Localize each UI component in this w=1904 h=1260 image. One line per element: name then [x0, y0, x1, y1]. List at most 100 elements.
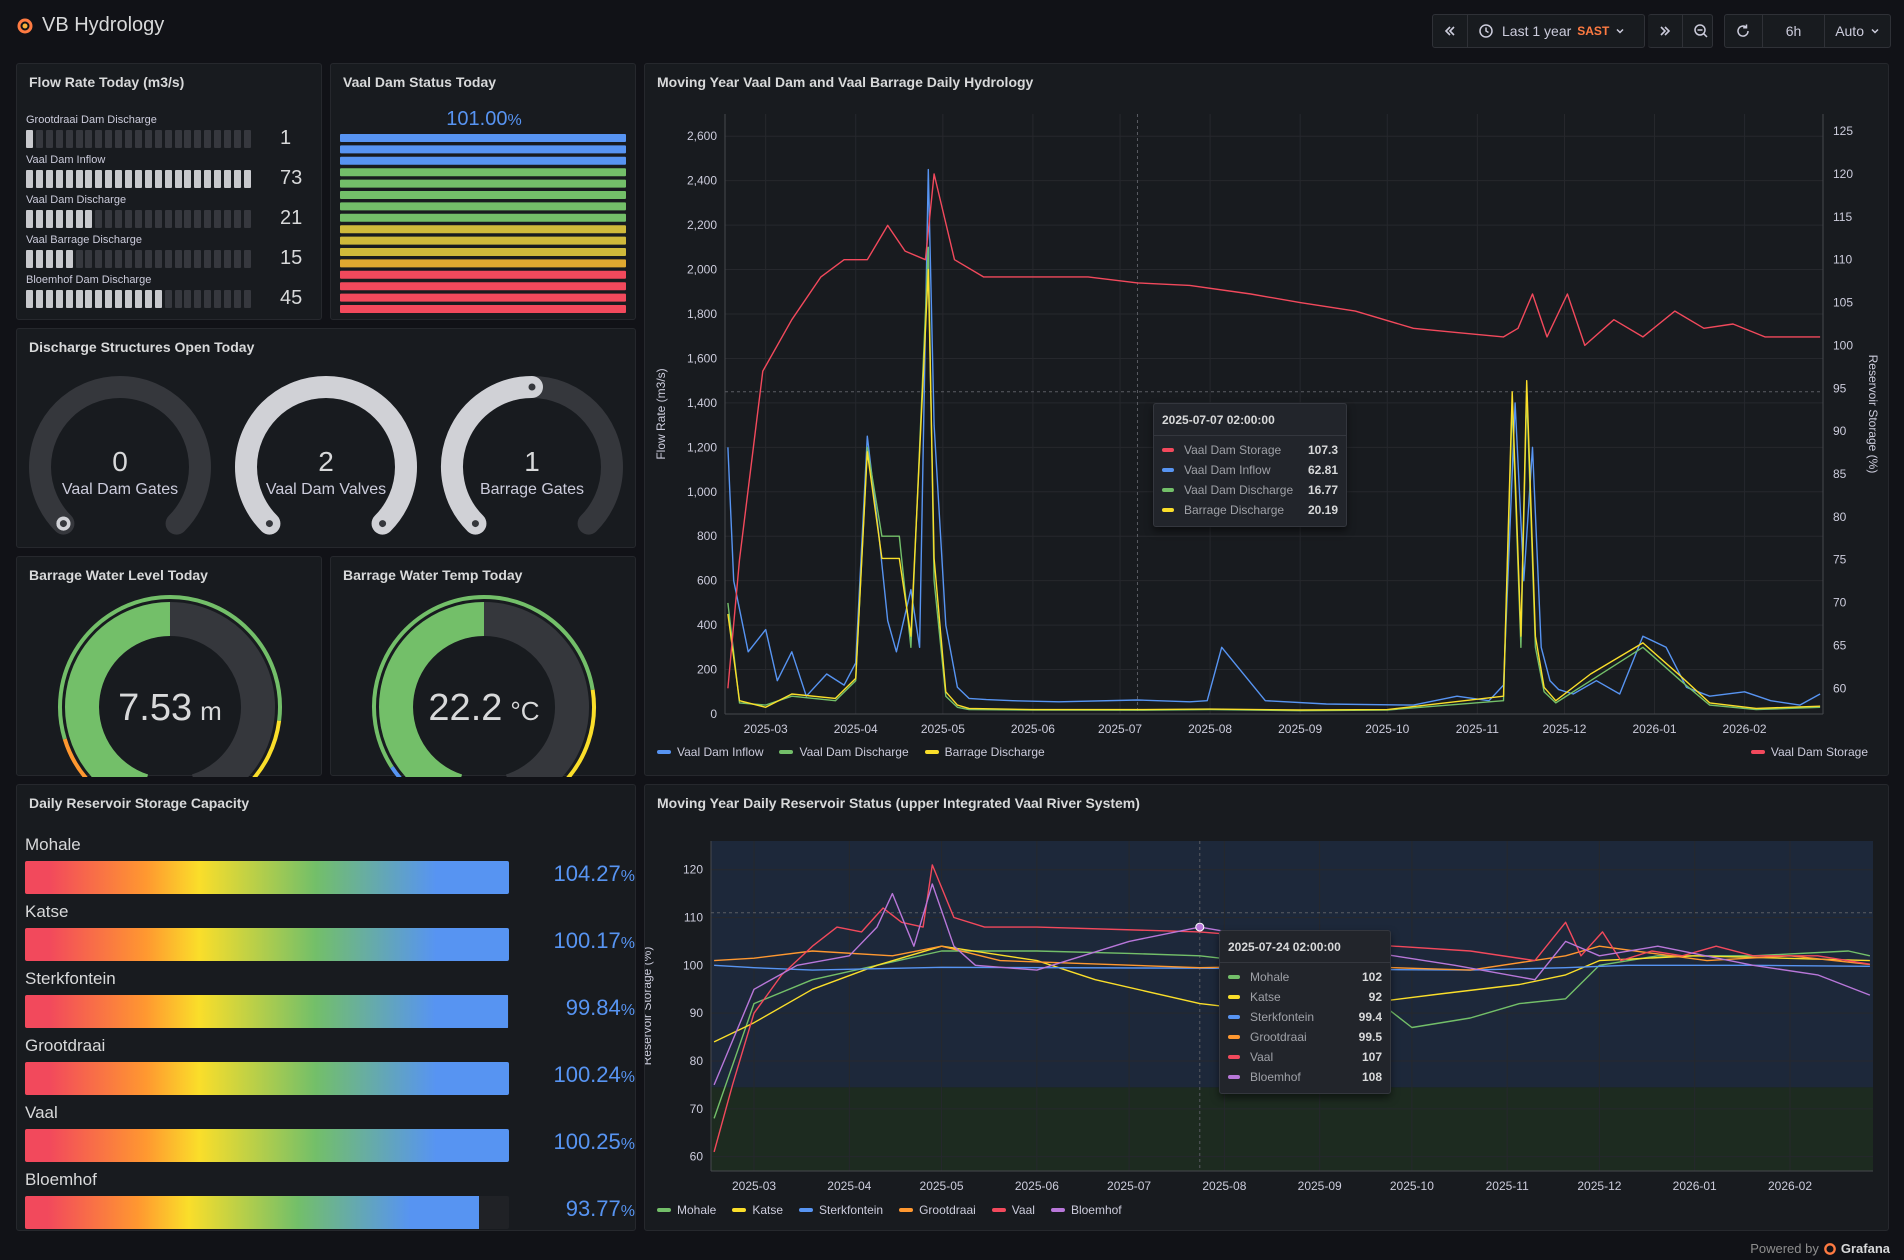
dashboard-title[interactable]: VB Hydrology: [42, 14, 165, 36]
gauge-fill: [379, 602, 485, 777]
flow-gauge-cell: [233, 170, 241, 188]
zoom-out-button[interactable]: [1683, 15, 1719, 47]
status-bar-segment: [340, 248, 626, 256]
legend-item[interactable]: Katse: [732, 1203, 783, 1217]
time-back-button[interactable]: [1433, 15, 1468, 47]
flow-gauge: [26, 210, 252, 228]
flow-gauge-cell: [26, 290, 33, 308]
flow-gauge-cell: [174, 290, 182, 308]
y2-tick-label: 60: [1833, 681, 1847, 695]
flow-gauge-cell: [214, 130, 222, 148]
storage-capacity-panel: Daily Reservoir Storage Capacity Mohale 1…: [16, 784, 636, 1231]
panel-title[interactable]: Barrage Water Temp Today: [343, 567, 523, 583]
flow-gauge-cell: [174, 210, 182, 228]
flow-gauge-cell: [204, 250, 212, 268]
legend-item[interactable]: Barrage Discharge: [924, 745, 1045, 759]
tooltip-series-name: Grootdraai: [1250, 1030, 1307, 1044]
flow-gauge-cell: [154, 170, 162, 188]
flow-gauge-cell: [243, 250, 251, 268]
panel-title[interactable]: Flow Rate Today (m3/s): [29, 74, 185, 90]
time-forward-button[interactable]: [1648, 15, 1683, 47]
flow-gauge-cell: [164, 250, 172, 268]
threshold-band: [62, 738, 88, 777]
panel-title[interactable]: Barrage Water Level Today: [29, 567, 208, 583]
refresh-interval-select[interactable]: 6h: [1763, 15, 1826, 47]
vaal-status-bars: [340, 134, 626, 313]
gauge-fill: [441, 376, 543, 535]
flow-gauge-cell: [204, 290, 212, 308]
auto-refresh-select[interactable]: Auto: [1825, 15, 1890, 47]
hover-point: [1195, 922, 1205, 932]
legend-swatch: [924, 750, 939, 754]
flow-gauge-cell: [35, 170, 43, 188]
storage-bar-fill: [25, 1129, 509, 1162]
legend-item[interactable]: Sterkfontein: [799, 1203, 883, 1217]
legend-item[interactable]: Vaal Dam Inflow: [657, 745, 763, 759]
legend-swatch: [991, 1208, 1006, 1212]
flow-gauge-cell: [45, 170, 53, 188]
status-bar-segment: [340, 282, 626, 291]
status-bar-segment: [340, 236, 626, 245]
legend-item[interactable]: Vaal Dam Storage: [1750, 745, 1868, 759]
flow-gauge-cell: [105, 250, 113, 268]
flow-gauge: [26, 130, 252, 148]
y2-axis-label: Reservoir Storage (%): [1866, 355, 1880, 474]
flow-gauge-cell: [144, 210, 152, 228]
flow-gauge-cell: [85, 290, 93, 308]
y2-tick-label: 100: [1833, 338, 1853, 352]
flow-gauge-cell: [125, 170, 132, 188]
storage-bar-fill: [25, 1196, 479, 1229]
gauge-value: 0: [112, 446, 128, 477]
time-range-picker[interactable]: Last 1 year SAST: [1468, 15, 1644, 47]
status-bar-segment: [340, 270, 626, 279]
x-tick-label: 2025-06: [1011, 722, 1055, 736]
y-tick-label: 2,200: [687, 218, 717, 232]
y2-tick-label: 105: [1833, 296, 1853, 310]
status-bar-segment: [340, 168, 626, 177]
flow-gauge-cell: [55, 210, 63, 228]
flow-gauge-cell: [35, 250, 43, 268]
panel-title[interactable]: Moving Year Vaal Dam and Vaal Barrage Da…: [657, 74, 1034, 90]
tooltip-series-value: 62.81: [1307, 463, 1338, 477]
gauge-fill: [65, 602, 171, 777]
flow-gauge-cell: [174, 170, 182, 188]
series-line: [727, 168, 1821, 706]
legend-item[interactable]: Grootdraai: [899, 1203, 976, 1217]
gauge-handle-dot: [471, 520, 479, 528]
flow-label: Bloemhof Dam Discharge: [26, 274, 152, 286]
flow-gauge-cell: [105, 130, 113, 148]
y2-tick-label: 90: [1833, 424, 1847, 438]
storage-bar: [25, 1062, 509, 1095]
flow-gauge-cell: [214, 250, 222, 268]
water-level-panel: Barrage Water Level Today 7.53 m: [16, 556, 322, 777]
panel-title[interactable]: Vaal Dam Status Today: [343, 74, 497, 90]
status-bar-segment: [340, 191, 626, 199]
grafana-icon: [1824, 1242, 1836, 1255]
series-line: [727, 173, 1821, 689]
refresh-button[interactable]: [1725, 15, 1763, 47]
flow-gauge-cell: [75, 130, 83, 148]
flow-gauge-cell: [164, 170, 172, 188]
tooltip-row: Grootdraai 99.5: [1220, 1027, 1390, 1047]
y-tick-label: 1,400: [687, 396, 717, 410]
legend-item[interactable]: Vaal: [991, 1203, 1035, 1217]
flow-gauge-cell: [26, 170, 33, 188]
grafana-icon[interactable]: [16, 17, 34, 35]
gauge-value: 7.53: [118, 687, 192, 729]
tooltip-time: 2025-07-24 02:00:00: [1220, 931, 1390, 963]
x-tick-label: 2026-02: [1723, 722, 1767, 736]
hydrology-chart[interactable]: 0 200 400 600 800 1,000 1,200 1,400 1,600 1,800 2,…: [645, 64, 1890, 777]
flow-gauge-cell: [95, 290, 103, 308]
panel-title[interactable]: Daily Reservoir Storage Capacity: [29, 795, 250, 811]
legend-item[interactable]: Vaal Dam Discharge: [779, 745, 909, 759]
series-swatch: [1228, 995, 1240, 999]
panel-title[interactable]: Moving Year Daily Reservoir Status (uppe…: [657, 795, 1140, 811]
flow-label: Vaal Dam Inflow: [26, 154, 106, 166]
panel-title[interactable]: Discharge Structures Open Today: [29, 339, 255, 355]
flow-gauge-cell: [85, 210, 93, 228]
legend-item[interactable]: Bloemhof: [1050, 1203, 1122, 1217]
storage-value-number: 99.84: [565, 995, 621, 1020]
chevron-down-icon: [1616, 28, 1624, 34]
storage-row: Bloemhof 93.77%: [25, 1170, 635, 1229]
legend-item[interactable]: Mohale: [657, 1203, 716, 1217]
